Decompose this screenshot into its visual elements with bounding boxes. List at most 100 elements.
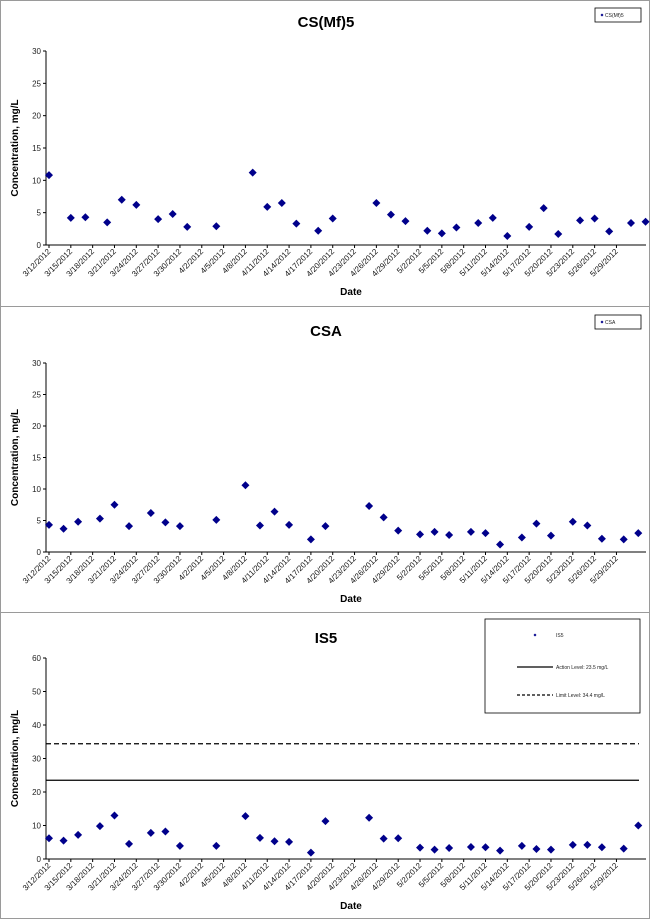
data-point xyxy=(321,522,330,531)
data-point xyxy=(627,219,635,228)
legend-label: IS5 xyxy=(556,633,564,639)
data-point xyxy=(437,229,446,238)
data-point xyxy=(466,842,475,851)
legend-marker xyxy=(600,320,604,324)
data-point xyxy=(59,524,68,533)
data-point xyxy=(423,226,432,235)
x-axis-label: Date xyxy=(340,594,362,605)
y-tick-label: 60 xyxy=(32,654,41,663)
data-point xyxy=(285,520,294,529)
data-point xyxy=(583,840,592,849)
y-tick-label: 20 xyxy=(32,788,41,797)
data-point xyxy=(321,817,330,826)
y-tick-label: 5 xyxy=(37,517,42,526)
data-point xyxy=(168,209,177,218)
data-point xyxy=(496,846,505,855)
y-tick-label: 25 xyxy=(32,391,41,400)
legend-marker xyxy=(533,633,537,637)
y-tick-label: 10 xyxy=(32,485,41,494)
y-tick-label: 15 xyxy=(32,454,41,463)
data-point xyxy=(641,217,650,226)
legend: IS5 Action Level: 23.5 mg/L Limit Level: 3… xyxy=(484,618,641,714)
chart-title: CSA xyxy=(310,323,342,340)
data-point xyxy=(488,213,497,222)
data-point xyxy=(103,218,112,227)
data-point xyxy=(546,531,555,540)
data-point xyxy=(125,839,134,848)
data-point xyxy=(481,529,490,538)
legend-box xyxy=(594,314,642,330)
data-point xyxy=(146,828,155,837)
data-point xyxy=(568,517,577,526)
data-point xyxy=(394,834,403,843)
legend-label: CS(Mf)5 xyxy=(605,13,624,19)
data-point xyxy=(634,529,643,538)
data-point xyxy=(74,517,83,526)
data-point xyxy=(277,198,286,207)
data-point xyxy=(474,219,483,228)
data-point xyxy=(117,195,126,204)
legend-box xyxy=(594,7,642,23)
data-point xyxy=(212,515,221,524)
data-point xyxy=(605,227,614,236)
data-point xyxy=(372,198,381,207)
data-point xyxy=(45,834,53,843)
data-point xyxy=(110,811,119,820)
y-tick-label: 0 xyxy=(37,548,42,557)
data-point xyxy=(481,843,490,852)
data-point xyxy=(154,215,163,224)
data-point xyxy=(597,534,606,543)
data-point xyxy=(365,502,374,511)
data-point xyxy=(132,200,141,209)
y-tick-label: 5 xyxy=(37,209,42,218)
y-tick-label: 30 xyxy=(32,359,41,368)
data-point xyxy=(466,527,475,536)
data-point xyxy=(146,508,155,517)
data-point xyxy=(241,481,250,490)
y-tick-label: 15 xyxy=(32,144,41,153)
chart-is5: IS501020304050603/12/20123/15/20123/18/2… xyxy=(10,618,646,912)
legend: CSA xyxy=(594,314,642,330)
chart-panel-csa: CSA 0 5 10 15 20 25 30 3/12/2012 3/15/2012 3/18/20… xyxy=(0,306,650,612)
data-point xyxy=(270,507,279,516)
chart-cs-mf5: CS(Mf)50510152025303/12/20123/15/20123/1… xyxy=(10,7,650,298)
data-point xyxy=(95,514,104,523)
data-point xyxy=(539,204,548,213)
data-point xyxy=(445,530,454,539)
data-point xyxy=(568,840,577,849)
y-tick-label: 25 xyxy=(32,79,41,88)
y-tick-label: 20 xyxy=(32,422,41,431)
data-point xyxy=(161,518,170,527)
data-point xyxy=(263,202,272,211)
data-point xyxy=(503,231,512,240)
y-tick-label: 10 xyxy=(32,176,41,185)
data-point xyxy=(496,540,505,549)
data-point xyxy=(306,535,315,544)
data-point xyxy=(66,213,75,222)
y-tick-label: 30 xyxy=(32,47,41,56)
y-tick-label: 0 xyxy=(37,241,42,250)
data-point xyxy=(241,812,250,821)
y-tick-label: 20 xyxy=(32,112,41,121)
data-point xyxy=(401,217,410,226)
data-point xyxy=(532,519,541,528)
data-point xyxy=(314,226,323,235)
chart-csa: CSA0510152025303/12/20123/15/20123/18/20… xyxy=(10,314,646,605)
data-point xyxy=(292,219,301,228)
data-point xyxy=(532,844,541,853)
data-point xyxy=(365,813,374,822)
data-point xyxy=(445,843,454,852)
data-point xyxy=(161,827,170,836)
data-point xyxy=(452,223,461,232)
legend-label: Limit Level: 34.4 mg/L xyxy=(556,693,605,699)
legend-label: CSA xyxy=(605,320,616,326)
data-point xyxy=(554,230,563,239)
y-tick-label: 50 xyxy=(32,688,41,697)
legend: CS(Mf)5 xyxy=(594,7,642,23)
data-point xyxy=(255,521,264,530)
data-point xyxy=(248,168,257,177)
data-point xyxy=(583,521,592,530)
data-point xyxy=(379,834,388,843)
data-point xyxy=(394,526,403,535)
